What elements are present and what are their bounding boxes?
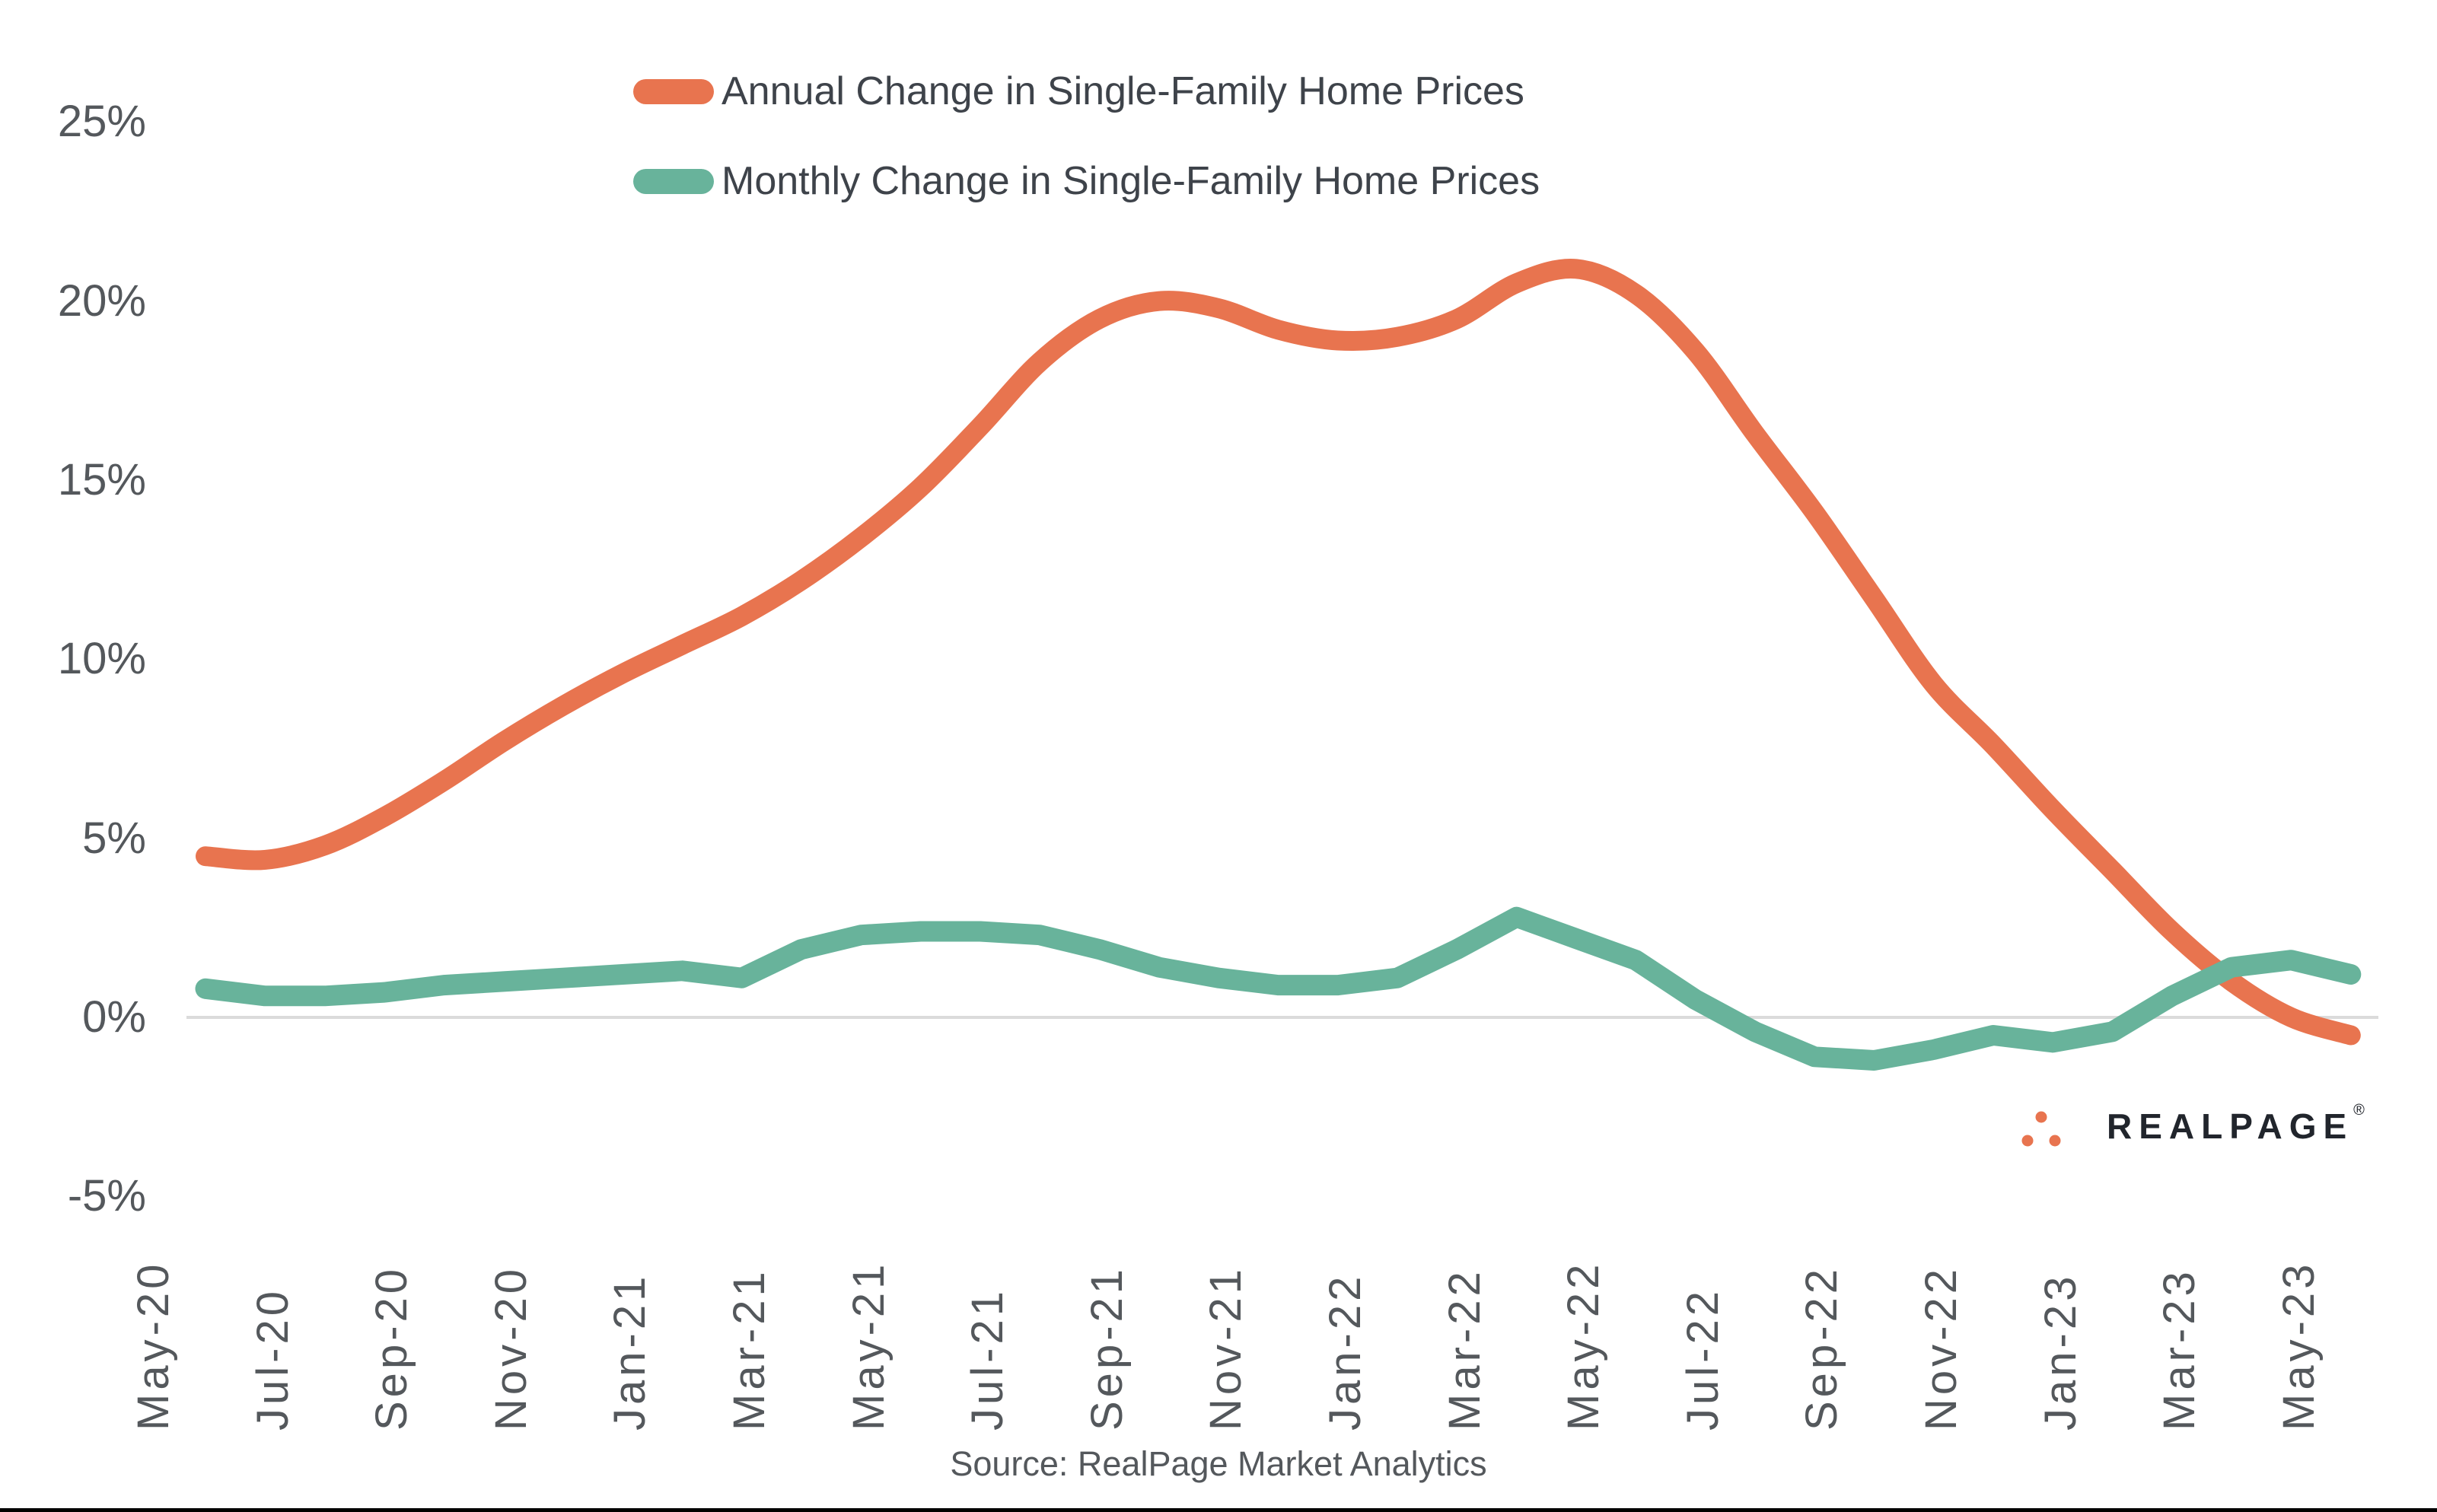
y-axis-tick-label: 5% [82, 813, 146, 863]
y-axis-tick-label: -5% [67, 1171, 146, 1221]
realpage-dots-icon [2021, 1111, 2061, 1147]
x-axis-tick-label: May-20 [129, 1260, 178, 1431]
legend-item-monthly: Monthly Change in Single-Family Home Pri… [633, 155, 1540, 207]
x-axis-tick-label: Sep-20 [367, 1265, 416, 1431]
registered-mark: ® [2353, 1102, 2365, 1119]
y-axis-tick-label: 20% [57, 276, 146, 326]
bottom-edge-bar [0, 1508, 2437, 1512]
y-axis-tick-label: 0% [82, 992, 146, 1042]
legend-item-annual: Annual Change in Single-Family Home Pric… [633, 65, 1524, 117]
monthly-series-label: Monthly Change in Single-Family Home Pri… [722, 159, 1540, 203]
x-axis-tick-label: Mar-21 [725, 1268, 774, 1431]
x-axis-tick-label: Jan-23 [2036, 1272, 2085, 1431]
realpage-logo-text: REALPAGE [2107, 1106, 2354, 1146]
x-axis-tick-label: Jul-22 [1678, 1288, 1728, 1431]
realpage-logo: REALPAGE ® [2018, 1096, 2365, 1157]
x-axis-tick-label: Jan-21 [605, 1272, 655, 1431]
x-axis-tick-label: Nov-21 [1201, 1265, 1250, 1431]
x-axis-tick-label: Nov-22 [1916, 1265, 1966, 1431]
x-axis-tick-label: Jul-20 [248, 1288, 298, 1431]
y-axis-tick-label: 25% [57, 97, 146, 146]
x-axis-tick-label: Jul-21 [963, 1288, 1012, 1431]
x-axis-tick-label: Mar-22 [1440, 1268, 1489, 1431]
monthly-series-swatch [633, 168, 714, 194]
x-axis-tick-label: Nov-20 [486, 1265, 536, 1431]
annual-series-swatch [633, 78, 714, 104]
x-axis-tick-label: Mar-23 [2155, 1268, 2204, 1431]
annual-series-label: Annual Change in Single-Family Home Pric… [722, 69, 1524, 113]
y-axis-tick-label: 15% [57, 455, 146, 505]
monthly-line [195, 906, 2362, 1071]
source-note: Source: RealPage Market Analytics [950, 1444, 1487, 1483]
x-axis-tick-label: Sep-22 [1797, 1265, 1846, 1431]
y-axis-tick-label: 10% [57, 634, 146, 683]
x-axis-tick-label: May-21 [844, 1260, 894, 1431]
x-axis-tick-label: May-23 [2274, 1260, 2324, 1431]
x-axis-tick-label: Sep-21 [1082, 1265, 1132, 1431]
x-axis-tick-label: Jan-22 [1320, 1272, 1370, 1431]
annual-line [196, 258, 2361, 1046]
x-axis-tick-label: May-22 [1559, 1260, 1608, 1431]
